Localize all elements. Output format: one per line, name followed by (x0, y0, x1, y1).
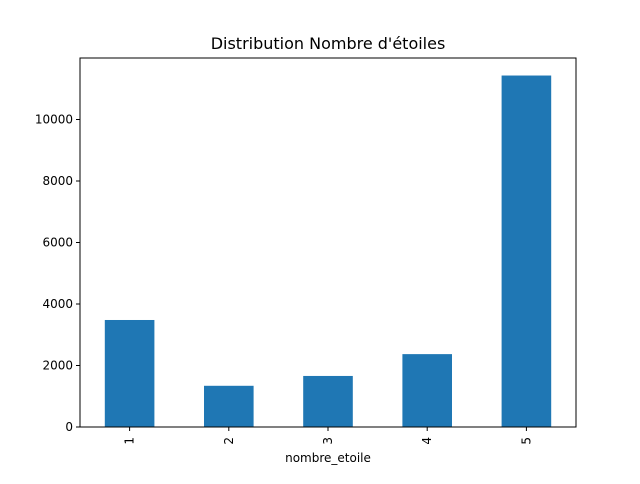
y-tick-label: 0 (65, 420, 73, 434)
y-tick-label: 8000 (42, 174, 73, 188)
plot-frame (79, 57, 577, 428)
bar-1 (104, 319, 155, 427)
y-tick-label: 10000 (35, 113, 73, 127)
x-tick-label: 2 (222, 437, 236, 445)
y-tick-label: 4000 (42, 297, 73, 311)
y-axis-ticks: 0 2000 4000 6000 8000 10000 (35, 113, 80, 434)
x-tick-label: 5 (519, 437, 533, 445)
x-tick-label: 3 (321, 437, 335, 445)
chart-title: Distribution Nombre d'étoiles (211, 34, 446, 53)
x-tick-label: 1 (123, 437, 137, 445)
bar-5 (501, 75, 552, 427)
x-axis-label: nombre_etoile (285, 451, 371, 465)
x-axis-ticks: 1 2 3 4 5 (123, 427, 533, 445)
bar-4 (402, 354, 452, 427)
bar-3 (303, 375, 353, 427)
bars-group (104, 75, 552, 427)
y-tick-label: 6000 (42, 236, 73, 250)
y-tick-label: 2000 (42, 359, 73, 373)
x-tick-label: 4 (420, 437, 434, 445)
bar-2 (204, 385, 254, 427)
